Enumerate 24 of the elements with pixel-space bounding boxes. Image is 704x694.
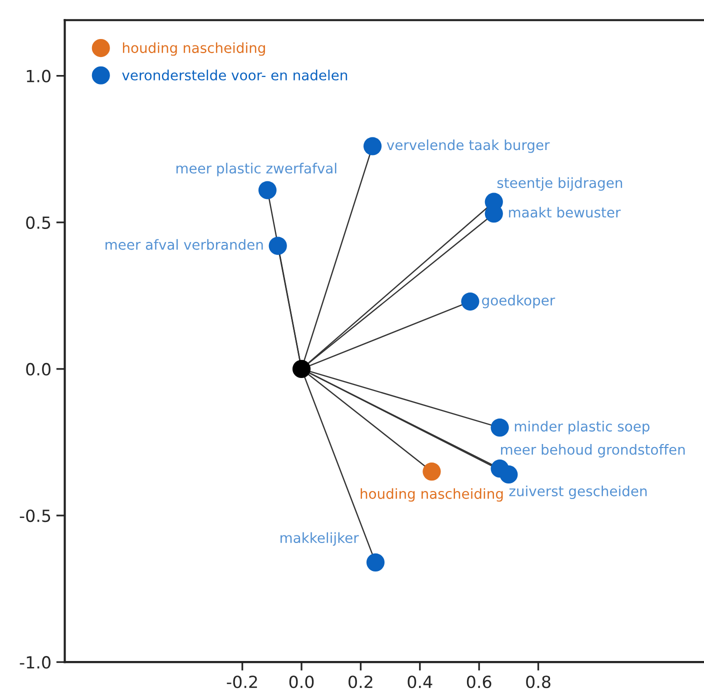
legend-label: houding nascheiding <box>122 42 265 56</box>
y-tick-label: -0.5 <box>20 509 50 522</box>
annotation: goedkoper <box>482 294 556 308</box>
y-tick-label: 0.5 <box>26 216 50 229</box>
x-tick-label: 0.8 <box>526 676 550 688</box>
y-tick-label: 0.0 <box>26 362 50 376</box>
annotation: makkelijker <box>280 532 359 546</box>
annotation: zuiverst gescheiden <box>509 486 647 500</box>
x-tick-label: 0.6 <box>466 676 492 688</box>
annotation: meer behoud grondstoffen <box>501 444 685 458</box>
x-tick-label: -0.2 <box>226 676 257 688</box>
annotation: meer afval verbranden <box>106 239 263 250</box>
annotation: minder plastic soep <box>514 420 650 434</box>
annotation: houding nascheiding <box>360 488 503 502</box>
annotation: vervelende taak burger <box>386 139 550 153</box>
x-tick-label: 0.0 <box>289 676 314 688</box>
annotation: maakt bewuster <box>509 206 621 218</box>
annotation: steentje bijdragen <box>497 177 622 191</box>
x-tick-label: 0.2 <box>348 676 372 688</box>
annotation: meer plastic zwerfafval <box>176 162 336 176</box>
legend-label: veronderstelde voor- en nadelen <box>122 70 348 80</box>
x-tick-label: 0.4 <box>408 676 432 688</box>
y-tick-label: 1.0 <box>26 70 50 82</box>
y-tick-label: -1.0 <box>20 656 50 669</box>
